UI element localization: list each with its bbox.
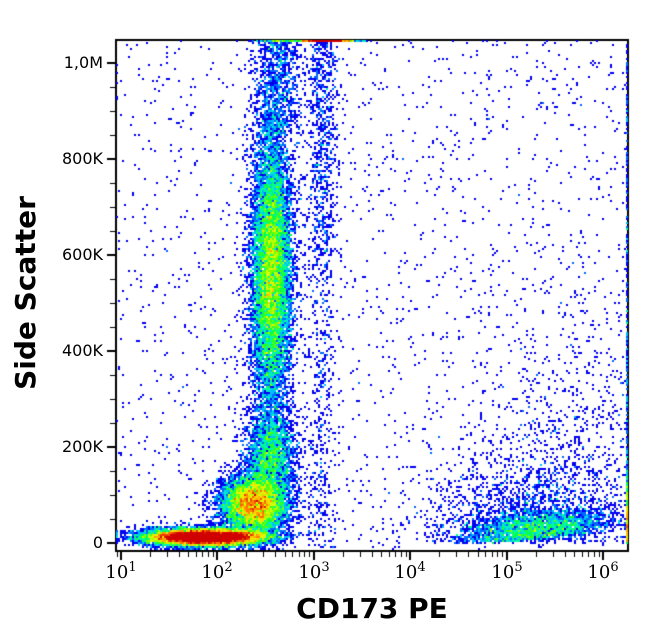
x-tick-label: 104 — [394, 560, 426, 583]
y-tick-label: 600K — [61, 245, 103, 264]
x-tick-label: 106 — [587, 560, 619, 583]
y-tick-label: 400K — [61, 341, 103, 360]
x-tick-label: 102 — [201, 560, 233, 583]
x-tick-label: 103 — [298, 560, 330, 583]
y-axis-title: Side Scatter — [9, 196, 42, 390]
y-tick-label: 0 — [92, 533, 103, 552]
y-tick-label: 800K — [61, 149, 103, 168]
x-axis-title: CD173 PE — [296, 592, 448, 625]
y-tick-label: 1,0M — [63, 53, 103, 72]
y-tick-label: 200K — [61, 437, 103, 456]
x-tick-label: 101 — [105, 560, 137, 583]
x-tick-label: 105 — [491, 560, 523, 583]
